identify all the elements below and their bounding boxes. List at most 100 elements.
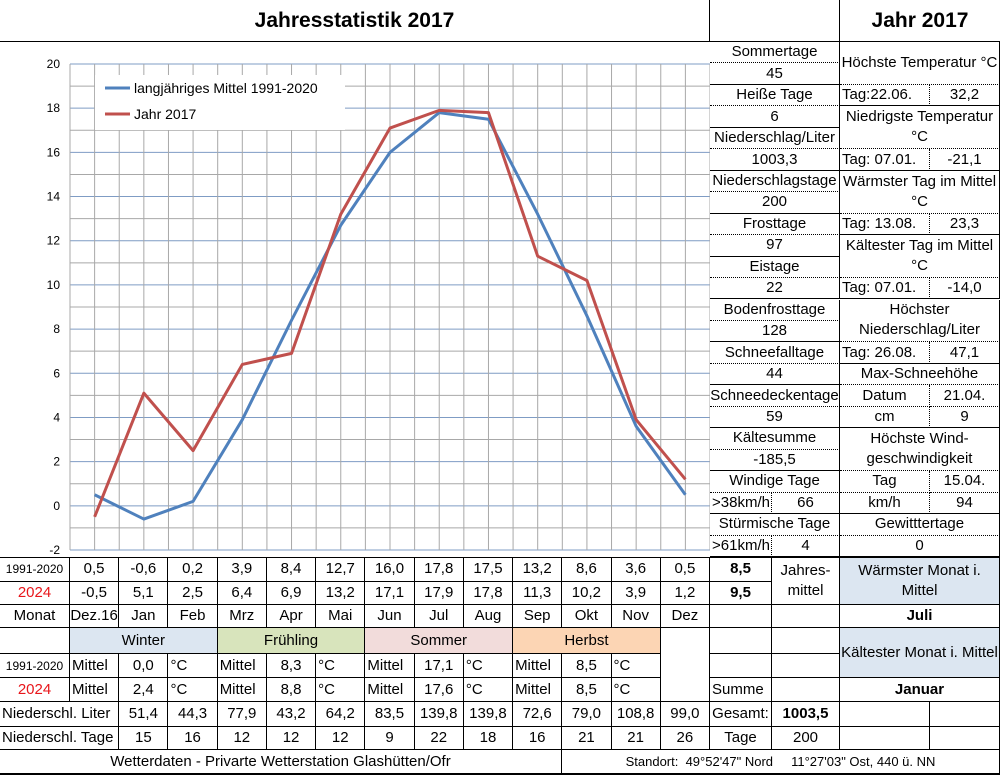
row-label-month: Monat [0, 605, 70, 628]
stat-label: Sommertage [710, 42, 840, 64]
month-label: Feb [168, 605, 218, 628]
series-line-0 [93, 111, 687, 521]
min-temp-label: Niedrigste Temperatur °C [840, 106, 1000, 150]
precip-liter-value: 99,0 [660, 702, 710, 727]
wind-day-label: Tag [840, 471, 930, 493]
y-tick-label: 2 [53, 455, 60, 469]
season-mittel-label: Mittel [217, 678, 267, 702]
snow-date: 21.04. [930, 385, 1000, 407]
precip-days-value: 12 [316, 727, 366, 750]
annual-mean-mean: 8,5 [710, 557, 772, 582]
empty-cell [660, 628, 710, 702]
month-label: Mai [316, 605, 366, 628]
precip-days-label: Niederschl. Tage [0, 727, 120, 750]
stat-value: 4 [772, 535, 840, 557]
season-mean: 0,0 [119, 654, 169, 678]
precip-days-value: 15 [119, 727, 169, 750]
empty-cell [710, 654, 772, 678]
wind-kmh: 94 [930, 492, 1000, 515]
coldest-month: Januar [840, 678, 1000, 702]
mean-value: 17,5 [463, 557, 514, 582]
month-label: Jan [119, 605, 169, 628]
row-label-year: 2024 [0, 678, 70, 702]
warm-day-value: 23,3 [930, 213, 1000, 236]
snow-date-label: Datum [840, 385, 930, 407]
max-precip-label: Höchster Niederschlag/Liter [840, 299, 1000, 343]
wind-label: Höchste Wind-geschwindigkeit [840, 428, 1000, 472]
mean-value: 16,0 [365, 557, 415, 582]
stat-value: 97 [710, 235, 840, 257]
snow-cm: 9 [930, 406, 1000, 429]
days-label: Tage [710, 727, 772, 750]
stat-value: -185,5 [710, 449, 840, 472]
season-mittel-label: Mittel [513, 678, 563, 702]
month-label: Aug [463, 605, 514, 628]
year-value: 17,9 [414, 582, 464, 605]
y-tick-label: 14 [47, 190, 61, 204]
empty-cell [772, 678, 840, 702]
cold-day-day: Tag: 07.01. [840, 278, 930, 300]
cold-day-label: Kältester Tag im Mittel °C [840, 235, 1000, 279]
warmest-month-label: Wärmster Monat i. Mittel [840, 557, 1000, 605]
y-tick-label: -2 [49, 543, 60, 557]
footer-location: Standort: 49°52'47" Nord 11°27'03" Ost, … [562, 750, 1000, 775]
stat-value: 59 [710, 406, 840, 429]
stat-value: 1003,3 [710, 149, 840, 171]
empty-cell [772, 605, 840, 628]
season-year: 8,8 [266, 678, 317, 702]
year-value: 17,8 [463, 582, 514, 605]
legend-label: Jahr 2017 [134, 106, 196, 122]
precip-liter-value: 43,2 [266, 702, 317, 727]
warm-day-label: Wärmster Tag im Mittel °C [840, 170, 1000, 214]
season-0-header: Winter [70, 628, 218, 654]
row-label-mean: 1991-2020 [0, 557, 70, 582]
stat-label: Schneefalltage [710, 342, 840, 364]
year-value: 17,1 [365, 582, 415, 605]
y-tick-label: 12 [47, 234, 61, 248]
coldest-month-label: Kältester Monat i. Mittel [840, 628, 1000, 678]
snow-cm-label: cm [840, 406, 930, 429]
precip-liter-value: 72,6 [513, 702, 563, 727]
year-value: 5,1 [119, 582, 169, 605]
precip-days-value: 16 [513, 727, 563, 750]
month-label: Nov [611, 605, 661, 628]
stat-value: 66 [772, 492, 840, 515]
empty-cell [840, 702, 930, 727]
precip-liter-value: 77,9 [217, 702, 267, 727]
stat-value: 200 [710, 192, 840, 214]
max-temp-label: Höchste Temperatur °C [840, 42, 1000, 85]
days-total: 200 [772, 727, 840, 750]
precip-liter-value: 108,8 [611, 702, 661, 727]
stat-value: 22 [710, 278, 840, 300]
season-mittel-label: Mittel [70, 678, 120, 702]
precip-days-value: 12 [266, 727, 317, 750]
season-unit: °C [316, 678, 366, 702]
month-label: Apr [266, 605, 317, 628]
month-label: Jun [365, 605, 415, 628]
season-unit: °C [168, 654, 218, 678]
precip-liter-value: 83,5 [365, 702, 415, 727]
precip-days-value: 22 [414, 727, 464, 750]
empty-cell [710, 605, 772, 628]
precip-liter-label: Niederschl. Liter [0, 702, 120, 727]
y-tick-label: 10 [47, 278, 61, 292]
empty-cell [772, 654, 840, 678]
thunder-label: Gewitttertage [840, 514, 1000, 536]
season-2-header: Sommer [365, 628, 514, 654]
title-spacer [710, 0, 840, 42]
season-mean: 8,5 [562, 654, 612, 678]
stat-label: Niederschlagstage [710, 170, 840, 193]
precip-liter-value: 139,8 [414, 702, 464, 727]
season-3-header: Herbst [513, 628, 661, 654]
month-label: Dez.16 [70, 605, 120, 628]
cold-day-value: -14,0 [930, 278, 1000, 300]
precip-days-value: 21 [562, 727, 612, 750]
y-tick-label: 18 [47, 101, 61, 115]
season-1-header: Frühling [217, 628, 366, 654]
legend-label: langjähriges Mittel 1991-2020 [134, 80, 318, 96]
year-value: 11,3 [513, 582, 563, 605]
year-value: 6,9 [266, 582, 317, 605]
stat-value: 44 [710, 363, 840, 386]
stat-label: Niederschlag/Liter [710, 127, 840, 150]
mean-value: 12,7 [316, 557, 366, 582]
